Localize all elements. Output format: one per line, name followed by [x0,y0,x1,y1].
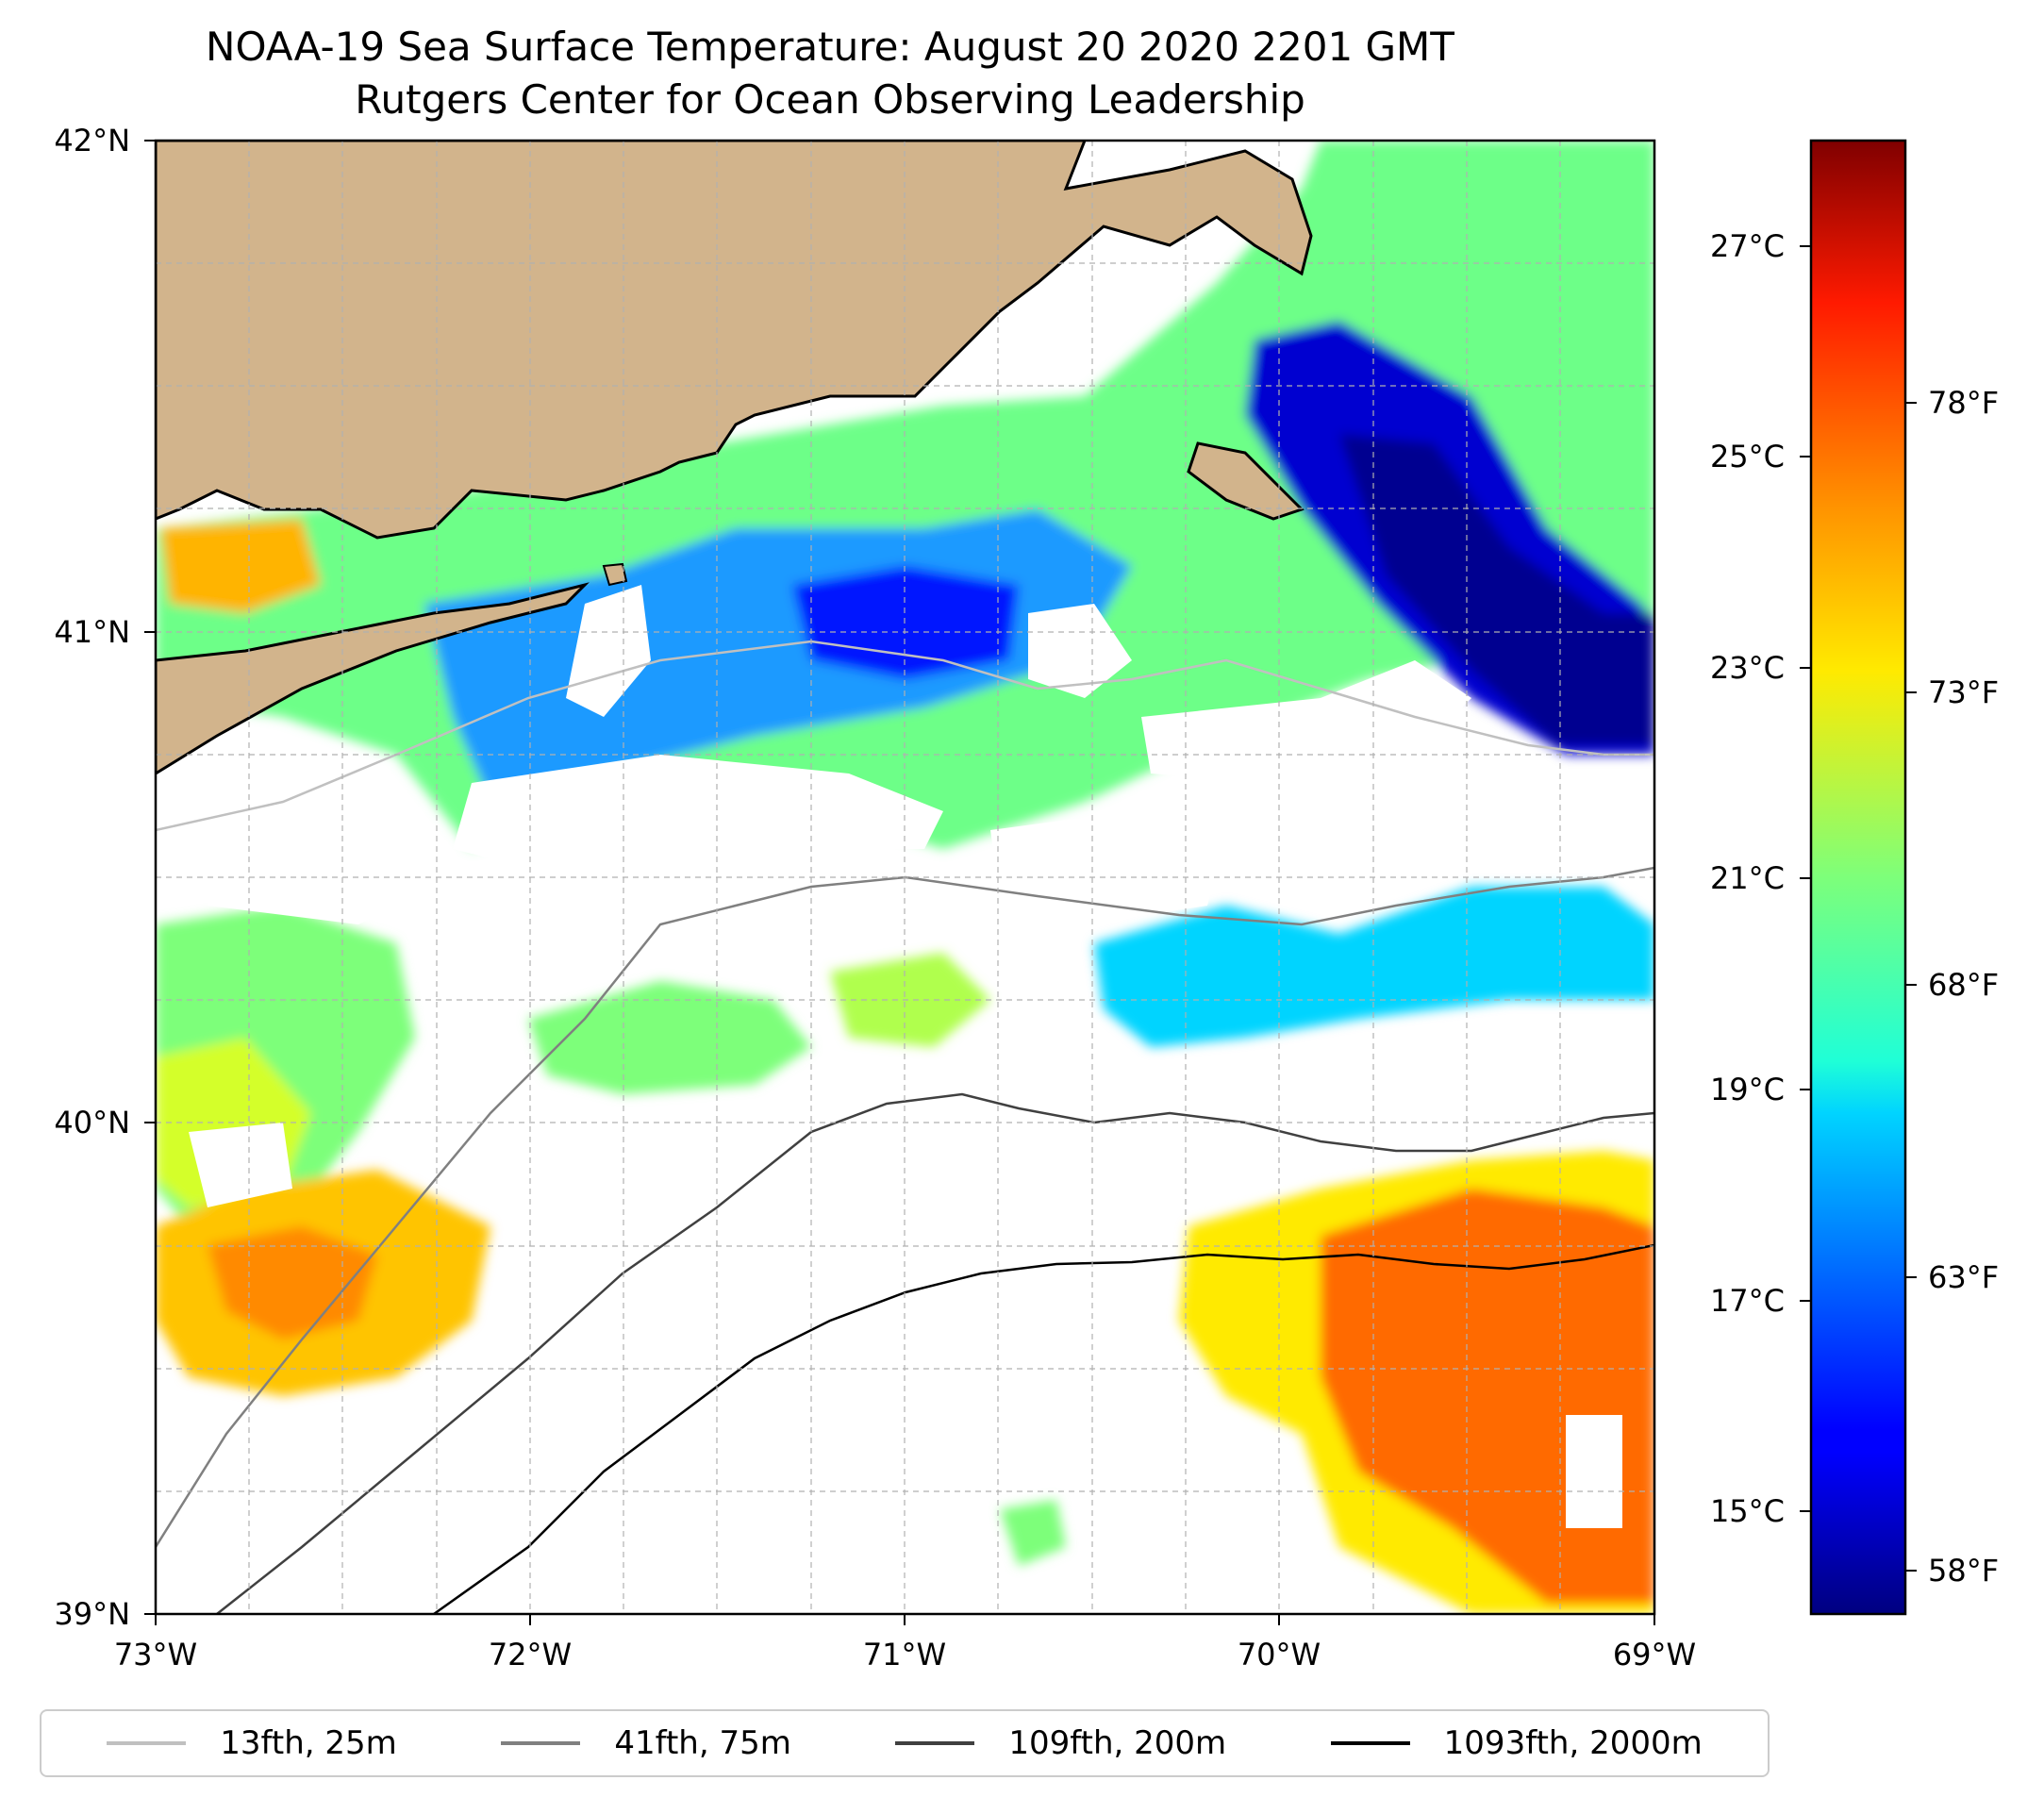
legend-item-75m: 41fth, 75m [501,1724,791,1762]
sst-patch-cold-center [792,566,1019,679]
legend-label: 1093fth, 2000m [1443,1724,1703,1762]
fahrenheit-tick-label: 68°F [1928,967,1999,1003]
title-line-1: NOAA-19 Sea Surface Temperature: August … [206,24,1454,70]
cloud-gap-8 [189,1123,292,1207]
fahrenheit-tick-label: 58°F [1928,1553,1999,1589]
isobath-legend: 13fth, 25m 41fth, 75m 109fth, 200m 1093f… [40,1709,1770,1777]
sst-patch-warm-west [160,519,321,613]
fahrenheit-tick-label: 78°F [1928,385,1999,421]
legend-swatch-75m [501,1741,581,1745]
sst-patch-coldest-east [1339,434,1654,745]
isobaths [156,640,1654,1614]
lat-tick-labels: 42°N 41°N 40°N 39°N [54,123,130,1632]
legend-label: 13fth, 25m [220,1724,397,1762]
land-block-island [602,562,628,587]
lat-tick-label: 40°N [54,1105,130,1140]
cloud-gap-7 [566,877,849,962]
map-panel [156,141,1654,1614]
lon-tick-label: 69°W [1613,1637,1696,1672]
cloud-gap-3 [1141,660,1471,783]
colorbar-gradient [1809,139,1907,1616]
isobath-25m [156,640,1654,832]
sst-patch-south-small [1000,1500,1066,1566]
cloud-gaps [189,585,1622,1528]
axis-ticks [144,140,1655,1625]
lat-tick-label: 41°N [54,614,130,650]
legend-label: 109fth, 200m [1008,1724,1227,1762]
lon-tick-labels: 73°W 72°W 71°W 70°W 69°W [114,1637,1696,1672]
sst-patch-mid-5 [830,953,990,1047]
land-long-island [156,582,590,775]
graticule [156,141,1654,1614]
lon-tick-label: 73°W [114,1637,197,1672]
legend-swatch-200m [895,1741,975,1745]
lat-tick-label: 42°N [54,123,130,158]
celsius-tick-label: 27°C [1710,228,1785,264]
legend-label: 41fth, 75m [614,1724,791,1762]
isobath-75m [156,866,1654,1548]
cloud-gap-4 [453,755,943,877]
legend-swatch-2000m [1330,1741,1410,1745]
cloud-gap-1 [566,585,651,717]
cloud-gap-5 [990,811,1226,924]
chart-title: NOAA-19 Sea Surface Temperature: August … [0,21,1660,126]
celsius-tick-label: 21°C [1710,860,1785,896]
lon-tick-label: 71°W [863,1637,946,1672]
sst-patch-mid-4 [528,981,811,1094]
legend-item-200m: 109fth, 200m [895,1724,1226,1762]
isobath-200m [216,1092,1654,1614]
colorbar-fahrenheit-labels: 78°F 73°F 68°F 63°F 58°F [1928,385,1999,1589]
lon-tick-label: 70°W [1238,1637,1321,1672]
cloud-gap-6 [189,811,434,924]
sst-patch-warmer-southwest [208,1226,377,1339]
celsius-tick-label: 25°C [1710,439,1785,474]
land-new-england [156,141,1313,540]
celsius-tick-label: 17°C [1710,1283,1785,1319]
cloud-gap-2 [1028,604,1132,698]
lat-tick-label: 39°N [54,1596,130,1632]
legend-swatch-25m [107,1741,187,1745]
land [156,141,1313,775]
lon-tick-label: 72°W [489,1637,572,1672]
celsius-tick-label: 19°C [1710,1072,1785,1107]
fahrenheit-tick-label: 63°F [1928,1259,1999,1295]
fahrenheit-tick-label: 73°F [1928,674,1999,710]
isobath-2000m [433,1243,1654,1614]
colorbar-celsius-labels: 27°C 25°C 23°C 21°C 19°C 17°C 15°C [1710,228,1785,1529]
sst-patch-mid-3 [1094,887,1654,1047]
legend-item-2000m: 1093fth, 2000m [1330,1724,1703,1762]
land-cape-cod [1187,441,1305,521]
cloud-gap-9 [1566,1415,1622,1528]
celsius-tick-label: 15°C [1710,1493,1785,1529]
legend-item-25m: 13fth, 25m [107,1724,397,1762]
title-line-2: Rutgers Center for Ocean Observing Leade… [355,76,1305,123]
colorbar: 27°C 25°C 23°C 21°C 19°C 17°C 15°C 78°F … [1710,139,1999,1616]
celsius-tick-label: 23°C [1710,650,1785,686]
